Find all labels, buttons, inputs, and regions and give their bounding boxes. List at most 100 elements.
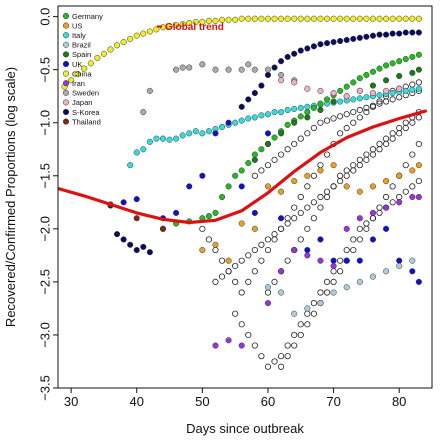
point-other-country — [304, 225, 311, 232]
point-italy — [133, 149, 140, 156]
point-iran — [409, 193, 416, 201]
point-us — [396, 172, 403, 179]
point-other-country — [297, 135, 304, 142]
point-italy — [350, 96, 357, 103]
point-iran — [212, 342, 219, 349]
point-china — [310, 15, 317, 22]
point-us — [264, 183, 272, 190]
point-other-country — [291, 342, 298, 349]
point-other-country — [317, 204, 324, 211]
point-other-country — [363, 109, 370, 116]
point-other-country — [369, 102, 377, 109]
point-china — [245, 15, 252, 22]
point-spain — [396, 72, 403, 80]
point-other-country — [389, 183, 396, 190]
point-other-country — [330, 115, 337, 122]
point-other-country — [382, 193, 390, 201]
y-tick-label: −1.0 — [37, 110, 52, 136]
point-uk — [186, 183, 193, 190]
point-china — [304, 15, 311, 22]
point-other-country — [356, 114, 363, 121]
point-spain — [304, 114, 311, 121]
point-china — [323, 15, 331, 22]
point-other-country — [245, 331, 252, 339]
point-s-korea — [317, 41, 324, 48]
point-germany — [369, 68, 376, 75]
point-us — [317, 167, 324, 174]
point-other-country — [350, 119, 357, 126]
point-us — [415, 162, 422, 169]
point-other-country — [343, 172, 350, 179]
point-spain — [264, 140, 272, 147]
point-iran — [415, 193, 422, 201]
point-china — [251, 15, 258, 22]
point-germany — [409, 53, 416, 60]
point-spain — [330, 98, 337, 105]
point-germany — [284, 121, 291, 128]
point-china — [120, 39, 127, 46]
legend-label-germany: Germany — [72, 12, 103, 21]
point-brazil — [356, 278, 363, 285]
point-s-korea — [343, 36, 350, 44]
point-germany — [251, 151, 258, 158]
point-china — [68, 77, 75, 84]
point-other-country — [363, 225, 370, 232]
marks-group — [58, 15, 427, 370]
plot-layer — [58, 15, 427, 370]
point-iran — [264, 300, 272, 307]
point-other-country — [258, 241, 265, 248]
point-germany — [271, 134, 278, 141]
point-china — [258, 15, 265, 22]
point-italy — [173, 135, 180, 142]
point-japan — [356, 87, 363, 94]
point-s-korea — [363, 33, 370, 40]
point-other-country — [317, 119, 324, 126]
point-china — [166, 23, 173, 30]
point-other-country — [291, 331, 298, 339]
point-other-country — [310, 310, 317, 317]
point-other-country — [310, 300, 317, 307]
point-other-country — [382, 98, 390, 105]
point-iran — [278, 268, 285, 275]
point-other-country — [402, 124, 409, 132]
point-s-korea — [245, 96, 252, 103]
point-germany — [304, 109, 311, 116]
x-axis-title: Days since outbreak — [186, 421, 304, 436]
legend-marker-spain — [62, 51, 70, 58]
point-iran — [356, 215, 363, 222]
point-other-country — [297, 331, 304, 339]
point-sweden — [186, 64, 193, 71]
point-italy — [402, 87, 409, 94]
point-us — [238, 220, 245, 227]
point-other-country — [199, 225, 206, 232]
point-uk — [251, 209, 258, 216]
point-other-country — [284, 353, 291, 360]
point-italy — [251, 114, 258, 121]
point-germany — [245, 159, 252, 167]
legend-marker-iran — [62, 80, 70, 87]
point-other-country — [350, 167, 357, 174]
point-other-country — [245, 252, 252, 259]
point-uk — [356, 257, 363, 264]
point-other-country — [402, 188, 409, 195]
point-germany — [402, 56, 409, 63]
point-italy — [166, 136, 173, 143]
point-china — [284, 15, 291, 22]
point-china — [107, 46, 114, 53]
point-italy — [337, 98, 344, 105]
point-germany — [356, 75, 363, 82]
point-japan — [343, 93, 350, 100]
point-other-country — [356, 236, 363, 243]
point-china — [218, 16, 226, 23]
point-italy — [409, 86, 416, 93]
point-other-country — [356, 225, 363, 232]
point-other-country — [369, 151, 377, 158]
point-china — [415, 15, 422, 22]
point-iran — [317, 257, 324, 264]
point-germany — [389, 60, 396, 67]
point-other-country — [232, 278, 239, 285]
point-other-country — [317, 289, 324, 296]
point-us — [225, 257, 232, 264]
point-other-country — [251, 268, 258, 275]
plot-frame — [57, 5, 433, 389]
